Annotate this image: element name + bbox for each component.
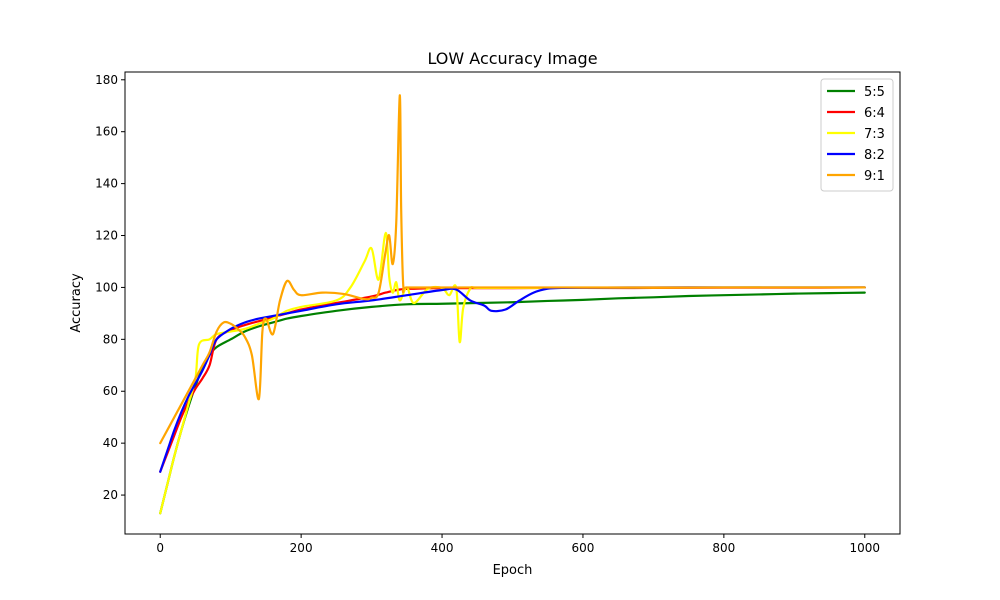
y-axis: 20 40 60 80 100 120 140 160 180 (95, 73, 125, 502)
plot-lines (159, 94, 866, 515)
series-line-5-5 (159, 291, 866, 515)
y-tick-label: 160 (95, 125, 118, 139)
legend-label: 8:2 (864, 148, 885, 163)
legend-label: 7:3 (864, 127, 885, 142)
legend-box (820, 78, 894, 192)
x-tick-label: 400 (431, 541, 454, 555)
y-tick-label: 180 (95, 73, 118, 87)
x-tick-label: 800 (712, 541, 735, 555)
x-tick-label: 200 (290, 541, 313, 555)
y-tick-label: 100 (95, 280, 118, 294)
x-tick-label: 1000 (849, 541, 880, 555)
x-tick-label: 600 (572, 541, 595, 555)
y-tick-label: 120 (95, 229, 118, 243)
series-line-9-1 (159, 94, 866, 445)
plot-area-frame (124, 71, 901, 535)
legend-label: 5:5 (864, 85, 885, 100)
y-tick-label: 40 (103, 436, 118, 450)
y-tick-label: 60 (103, 384, 118, 398)
y-tick-label: 80 (103, 332, 118, 346)
x-tick-label: 0 (156, 541, 164, 555)
x-axis: 0 200 400 600 800 1000 (156, 534, 880, 555)
chart-title: LOW Accuracy Image (427, 49, 597, 68)
y-tick-label: 140 (95, 177, 118, 191)
legend: 5:5 6:4 7:3 8:2 9:1 (820, 78, 894, 192)
x-axis-title: Epoch (493, 563, 533, 578)
y-tick-label: 20 (103, 488, 118, 502)
y-axis-title: Accuracy (69, 273, 84, 333)
legend-label: 6:4 (864, 106, 885, 121)
legend-label: 9:1 (864, 169, 885, 184)
